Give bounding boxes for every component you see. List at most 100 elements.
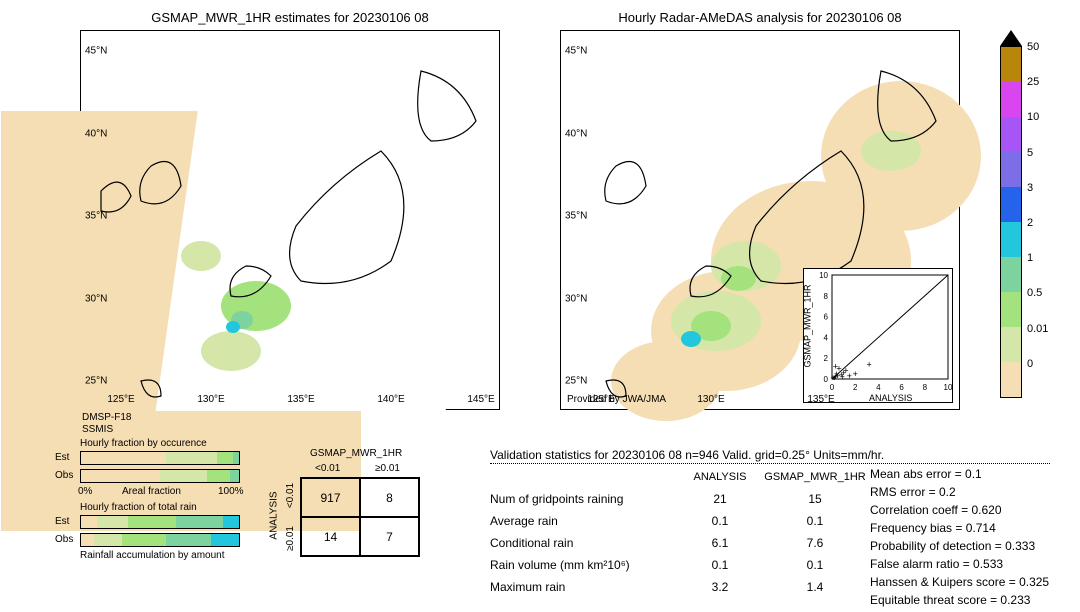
metric-line: Equitable threat score = 0.233: [870, 591, 1049, 609]
occ-title: Hourly fraction by occurence: [80, 438, 207, 449]
stats-label: Maximum rain: [490, 580, 680, 594]
svg-text:4: 4: [876, 383, 881, 392]
bar-segment: [217, 452, 233, 464]
right-map: Provided by JWA/JMA ++++++++++++++002244…: [560, 30, 960, 410]
lon-tick: 135°E: [287, 394, 314, 405]
svg-text:2: 2: [824, 354, 829, 363]
svg-text:8: 8: [824, 292, 829, 301]
colorbar-label: 0.5: [1027, 287, 1042, 299]
left-caption-1: DMSP-F18: [82, 412, 131, 423]
metric-line: False alarm ratio = 0.533: [870, 555, 1049, 573]
colorbar-segment: [1001, 117, 1021, 152]
colorbar-segment: [1001, 222, 1021, 257]
obs-label-2: Obs: [55, 534, 73, 545]
bar-segment: [166, 534, 210, 546]
colorbar-segment: [1001, 152, 1021, 187]
lat-tick: 35°N: [565, 211, 587, 222]
rain-est-bar: [80, 515, 240, 529]
stats-v1: 3.2: [680, 580, 760, 594]
left-map-bg: [81, 31, 499, 409]
colorbar-label: 5: [1027, 147, 1033, 159]
ct-cell: 7: [360, 517, 419, 556]
colorbar-label: 3: [1027, 182, 1033, 194]
stats-v1: 0.1: [680, 558, 760, 572]
svg-text:4: 4: [824, 333, 829, 342]
occ-est-bar: [80, 451, 240, 465]
ct-cell: 8: [360, 478, 419, 517]
right-map-title: Hourly Radar-AMeDAS analysis for 2023010…: [618, 10, 901, 25]
dash-line: [490, 463, 1050, 464]
svg-text:+: +: [853, 369, 858, 379]
bar-segment: [223, 516, 239, 528]
metric-line: Mean abs error = 0.1: [870, 465, 1049, 483]
lon-tick: 140°E: [377, 394, 404, 405]
colorbar-segment: [1001, 187, 1021, 222]
right-map-caption: Provided by JWA/JMA: [567, 394, 666, 405]
metrics: Mean abs error = 0.1RMS error = 0.2Corre…: [870, 465, 1049, 609]
stats-label: Average rain: [490, 514, 680, 528]
colorbar-label: 0.01: [1027, 323, 1048, 335]
stats-row: Maximum rain3.21.4: [490, 576, 870, 598]
lat-tick: 25°N: [565, 376, 587, 387]
colorbar-label: 1: [1027, 252, 1033, 264]
ct-col1: <0.01: [315, 463, 340, 474]
metric-line: Frequency bias = 0.714: [870, 519, 1049, 537]
est-label-1: Est: [55, 452, 69, 463]
ct-col2: ≥0.01: [375, 463, 400, 474]
stats-label: Rain volume (mm km²10⁶): [490, 558, 680, 572]
colorbar-label: 2: [1027, 217, 1033, 229]
colorbar-segment: [1001, 257, 1021, 292]
stats-col1: ANALYSIS: [680, 471, 760, 483]
svg-text:10: 10: [944, 383, 953, 392]
colorbar-arrow: [1000, 30, 1022, 46]
lon-tick: 125°E: [107, 394, 134, 405]
bar-segment: [233, 452, 239, 464]
stats-v2: 0.1: [760, 514, 870, 528]
svg-text:8: 8: [923, 383, 928, 392]
bar-segment: [160, 470, 207, 482]
lat-tick: 30°N: [85, 293, 107, 304]
bar-segment: [128, 516, 175, 528]
metric-line: RMS error = 0.2: [870, 483, 1049, 501]
left-map: 45°N40°N35°N30°N25°N125°E130°E135°E140°E…: [80, 30, 500, 410]
svg-text:+: +: [833, 362, 838, 372]
metric-line: Probability of detection = 0.333: [870, 537, 1049, 555]
stats-row: Rain volume (mm km²10⁶)0.10.1: [490, 554, 870, 576]
lat-tick: 40°N: [85, 128, 107, 139]
svg-text:0: 0: [830, 383, 835, 392]
pct0: 0%: [78, 486, 92, 497]
bar-segment: [81, 534, 94, 546]
svg-text:+: +: [840, 372, 845, 382]
svg-text:0: 0: [824, 375, 829, 384]
bar-segment: [97, 516, 129, 528]
bar-segment: [211, 534, 239, 546]
left-map-title: GSMAP_MWR_1HR estimates for 20230106 08: [151, 10, 428, 25]
occ-obs-bar: [80, 469, 240, 483]
pct100: 100%: [218, 486, 244, 497]
accum-title: Rainfall accumulation by amount: [80, 550, 225, 561]
stats-row: Average rain0.10.1: [490, 510, 870, 532]
scatter-inset: ++++++++++++++00224466881010 ANALYSIS GS…: [803, 268, 953, 403]
colorbar-label: 0: [1027, 358, 1033, 370]
lon-tick: 125°E: [587, 394, 614, 405]
ct-cell: 917: [301, 478, 360, 517]
stats-col2: GSMAP_MWR_1HR: [760, 471, 870, 483]
colorbar-label: 10: [1027, 111, 1039, 123]
obs-label-1: Obs: [55, 470, 73, 481]
stats-v2: 0.1: [760, 558, 870, 572]
est-label-2: Est: [55, 516, 69, 527]
bar-segment: [81, 470, 160, 482]
scatter-xlabel: ANALYSIS: [869, 393, 912, 403]
stats-v1: 0.1: [680, 514, 760, 528]
validation-header: Validation statistics for 20230106 08 n=…: [490, 448, 884, 462]
lat-tick: 35°N: [85, 211, 107, 222]
ct-row1: <0.01: [285, 483, 296, 508]
lat-tick: 40°N: [565, 128, 587, 139]
rain-obs-bar: [80, 533, 240, 547]
lon-tick: 145°E: [467, 394, 494, 405]
svg-text:2: 2: [853, 383, 858, 392]
lat-tick: 25°N: [85, 376, 107, 387]
lat-tick: 45°N: [565, 46, 587, 57]
colorbar-label: 50: [1027, 41, 1039, 53]
colorbar-segment: [1001, 292, 1021, 327]
